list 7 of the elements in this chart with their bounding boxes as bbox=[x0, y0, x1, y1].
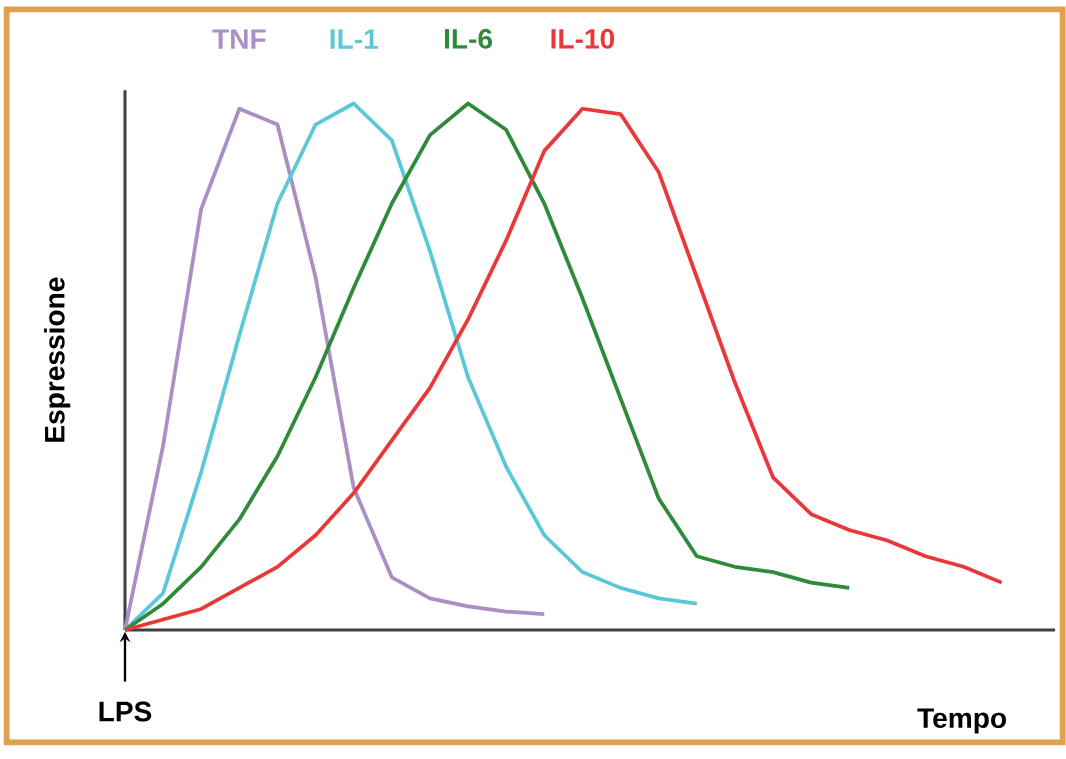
text: LPS bbox=[99, 701, 152, 722]
text: IL-1 bbox=[330, 29, 378, 49]
text: IL-6 bbox=[444, 28, 493, 49]
text: TNF bbox=[212, 29, 266, 49]
y-axis-title: Espressione bbox=[44, 277, 71, 442]
text: IL-10 bbox=[551, 28, 615, 49]
x-axis-title: Tempo bbox=[917, 708, 1006, 734]
